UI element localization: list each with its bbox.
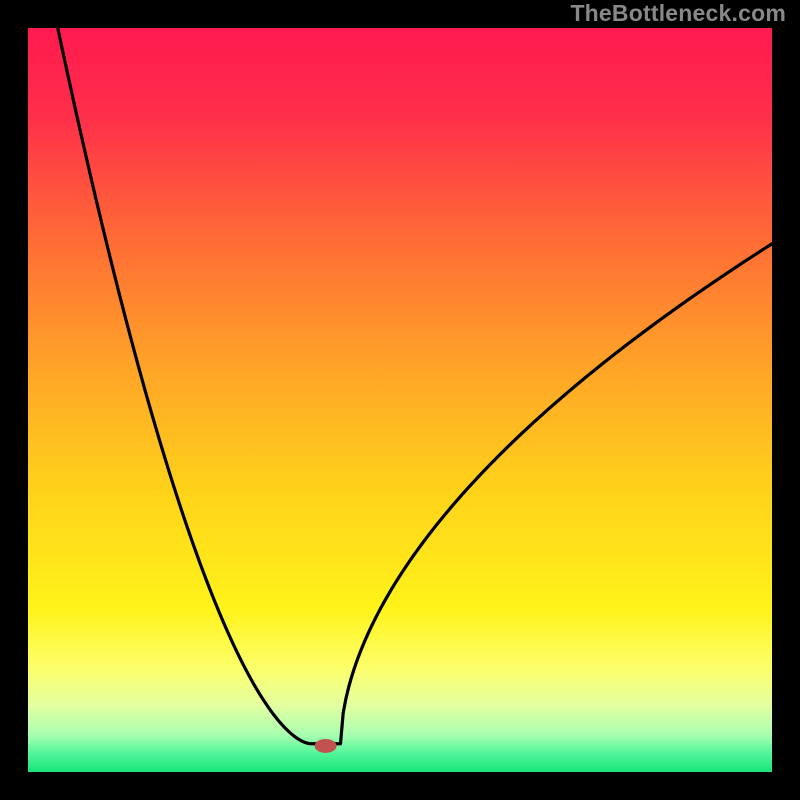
watermark-text: TheBottleneck.com — [570, 0, 786, 27]
chart-frame: TheBottleneck.com — [0, 0, 800, 800]
chart-svg — [28, 28, 772, 772]
bottleneck-chart — [28, 28, 772, 772]
